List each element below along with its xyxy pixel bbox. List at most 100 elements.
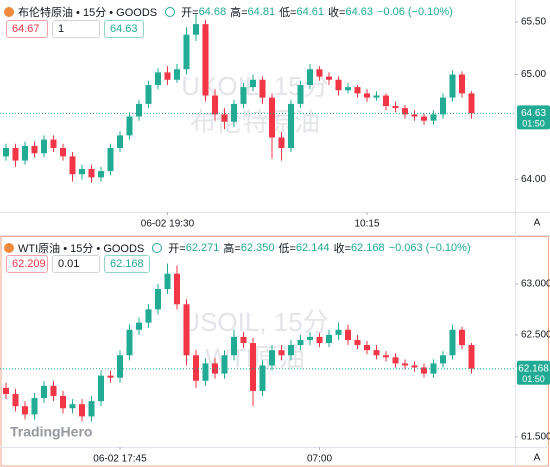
- visibility-icon: [152, 243, 163, 253]
- candle-body: [88, 401, 95, 417]
- watermark: USOIL, 15分: [181, 307, 328, 337]
- ohlc-label: 开=: [181, 7, 199, 19]
- candle-body: [69, 156, 76, 175]
- x-tick-label: 06-02 19:30: [141, 219, 195, 230]
- candle-body: [12, 147, 19, 161]
- candle-body: [459, 74, 465, 94]
- candle-body: [259, 79, 266, 98]
- price-tag: [517, 105, 550, 130]
- candle-body: [278, 350, 285, 356]
- candle-body: [117, 135, 123, 148]
- symbol-title: 布伦特原油 • 15分 • GOODS: [18, 7, 158, 19]
- candle-body: [364, 345, 370, 351]
- candle-body: [278, 137, 285, 148]
- control-box[interactable]: 0.01: [52, 255, 100, 273]
- candle-body: [364, 93, 370, 98]
- ohlc-label: 高=: [223, 243, 241, 255]
- candle-body: [297, 85, 304, 104]
- candle-body: [221, 114, 228, 122]
- candle-body: [50, 385, 57, 397]
- ohlc-label: 收=: [333, 243, 351, 255]
- ohlc-value: 64.63: [345, 6, 373, 18]
- ohlc-value: 62.271: [185, 242, 220, 254]
- candle-body: [240, 336, 247, 344]
- candle-body: [22, 406, 28, 415]
- candle-body: [288, 103, 294, 148]
- candle-body: [41, 385, 47, 399]
- candle-body: [354, 339, 361, 346]
- candle-body: [193, 24, 199, 35]
- ohlc-label: 收=: [328, 7, 346, 19]
- candle-body: [231, 103, 237, 122]
- candle-body: [183, 34, 190, 70]
- candle-body: [50, 139, 57, 148]
- candle-body: [174, 273, 180, 305]
- candle-body: [155, 288, 161, 310]
- candle-body: [31, 145, 38, 154]
- candle-body: [316, 69, 323, 77]
- candle-body: [231, 336, 237, 356]
- candle-body: [98, 375, 104, 402]
- candle-body: [212, 363, 218, 374]
- candle-body: [468, 93, 475, 114]
- price-tag-label: 62.168: [518, 363, 549, 374]
- candle-body: [202, 24, 209, 96]
- candle-body: [41, 139, 47, 154]
- candle-body: [136, 322, 142, 330]
- auto-button: A: [534, 453, 541, 464]
- candle-body: [259, 365, 266, 391]
- candle-body: [345, 87, 351, 91]
- symbol-title: WTI原油 • 15分 • GOODS: [18, 243, 145, 255]
- candle-body: [392, 357, 399, 364]
- ohlc-value: 64.61: [296, 6, 325, 18]
- legend-header: WTI原油 • 15分 • GOODS 开= 62.271 高= 62.350 低= 62.…: [4, 240, 475, 256]
- control-box[interactable]: 64.63: [104, 20, 144, 38]
- trade-controls: 64.67 1 64.63: [6, 20, 144, 38]
- candle-body: [3, 147, 9, 157]
- candle-body: [430, 363, 437, 374]
- candle-body: [107, 375, 114, 378]
- candle-body: [440, 97, 446, 115]
- candle-body: [250, 79, 256, 88]
- control-box[interactable]: 64.67: [6, 20, 48, 38]
- candle-body: [174, 69, 180, 80]
- change: −0.06 (−0.10%): [377, 6, 453, 18]
- control-box[interactable]: 1: [52, 20, 100, 38]
- candle-body: [136, 103, 142, 117]
- candle-body: [126, 116, 133, 136]
- candle-body: [69, 404, 76, 409]
- candle-body: [183, 304, 190, 356]
- panel-border: [0, 236, 549, 467]
- legend-header: 布伦特原油 • 15分 • GOODS 开= 64.68 高= 64.81 低= 64.61…: [4, 4, 457, 20]
- candle-body: [164, 72, 171, 80]
- candle-body: [421, 367, 427, 374]
- candle-body: [421, 116, 427, 121]
- candle-body: [212, 95, 218, 115]
- candle-body: [145, 309, 152, 323]
- candle-body: [60, 147, 66, 157]
- candle-body: [326, 76, 332, 80]
- candle-body: [107, 147, 114, 172]
- candle-body: [240, 87, 247, 104]
- candle-body: [269, 97, 275, 138]
- control-box[interactable]: 62.209: [6, 255, 48, 273]
- candle-body: [449, 329, 456, 356]
- candle-body: [307, 69, 313, 86]
- ohlc-label: 开=: [168, 243, 186, 255]
- candle-body: [335, 329, 342, 335]
- candle-body: [411, 114, 418, 117]
- candle-body: [449, 74, 456, 98]
- ohlc-value: 62.168: [351, 242, 385, 254]
- candle-body: [335, 79, 342, 91]
- candle-body: [79, 404, 85, 417]
- candle-body: [193, 355, 199, 381]
- candle-body: [373, 350, 380, 356]
- candle-body: [459, 329, 465, 346]
- ohlc-value: 64.68: [198, 6, 227, 18]
- visibility-icon: [165, 7, 176, 17]
- candle-body: [22, 145, 28, 161]
- candle-body: [126, 329, 133, 356]
- candle-body: [297, 339, 304, 346]
- control-box[interactable]: 62.168: [104, 255, 150, 273]
- candle-body: [202, 363, 209, 381]
